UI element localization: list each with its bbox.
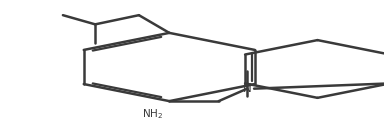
Text: N: N (243, 82, 251, 95)
Text: NH$_2$: NH$_2$ (142, 107, 163, 121)
